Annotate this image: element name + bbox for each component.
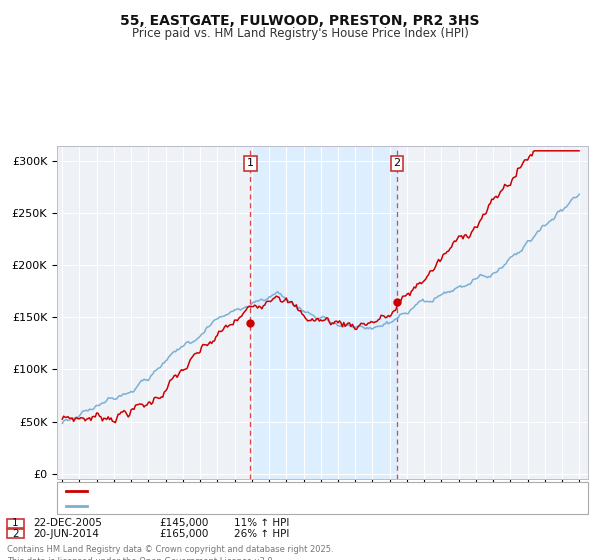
- Text: 1: 1: [247, 158, 254, 169]
- Text: £145,000: £145,000: [159, 518, 208, 528]
- Text: £165,000: £165,000: [159, 529, 208, 539]
- Text: Price paid vs. HM Land Registry's House Price Index (HPI): Price paid vs. HM Land Registry's House …: [131, 27, 469, 40]
- Text: 26% ↑ HPI: 26% ↑ HPI: [234, 529, 289, 539]
- Text: 1: 1: [12, 518, 19, 528]
- Text: 55, EASTGATE, FULWOOD, PRESTON, PR2 3HS: 55, EASTGATE, FULWOOD, PRESTON, PR2 3HS: [120, 14, 480, 28]
- Text: Contains HM Land Registry data © Crown copyright and database right 2025.
This d: Contains HM Land Registry data © Crown c…: [7, 545, 334, 560]
- Bar: [250, 146, 397, 479]
- Text: 22-DEC-2005: 22-DEC-2005: [33, 518, 102, 528]
- Text: 2: 2: [394, 158, 400, 169]
- Text: 55, EASTGATE, FULWOOD, PRESTON, PR2 3HS (semi-detached house): 55, EASTGATE, FULWOOD, PRESTON, PR2 3HS …: [90, 486, 437, 496]
- Text: HPI: Average price, semi-detached house, Preston: HPI: Average price, semi-detached house,…: [90, 501, 339, 511]
- Text: 20-JUN-2014: 20-JUN-2014: [33, 529, 99, 539]
- Text: 2: 2: [12, 529, 19, 539]
- Text: 11% ↑ HPI: 11% ↑ HPI: [234, 518, 289, 528]
